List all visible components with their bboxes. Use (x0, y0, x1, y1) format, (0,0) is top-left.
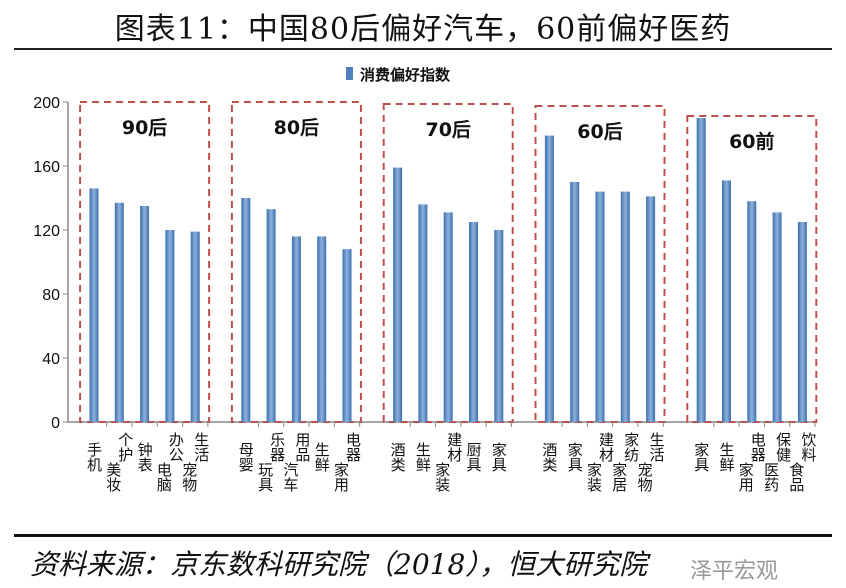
x-tick-label: 钟表 (136, 442, 154, 472)
x-tick-label: 家居 (610, 462, 628, 492)
bar (696, 118, 706, 422)
group-label: 60前 (729, 130, 774, 153)
x-tick-label: 保健 (774, 432, 792, 463)
y-tick-label: 120 (33, 223, 60, 240)
x-tick-label: 生鲜 (313, 442, 331, 472)
x-tick-label: 家用 (332, 462, 350, 493)
bar (570, 182, 580, 422)
x-tick-label: 食品 (787, 462, 805, 492)
x-tick-label: 生活 (192, 432, 210, 462)
bar (418, 204, 428, 422)
x-tick-label: 生活 (648, 432, 666, 462)
x-tick-label: 家具 (490, 442, 508, 472)
bar (241, 198, 251, 422)
source-divider (14, 534, 832, 537)
group-box (79, 101, 211, 423)
x-tick-label: 生鲜 (718, 442, 736, 472)
x-tick-label: 玩具 (256, 462, 274, 492)
x-tick-label: 建材 (445, 432, 463, 462)
bar (494, 230, 504, 422)
x-tick-label: 酒类 (540, 442, 558, 472)
x-tick-label: 乐器 (268, 432, 286, 462)
watermark: 泽平宏观 (690, 559, 779, 584)
group-box (686, 115, 818, 423)
y-tick-label: 80 (42, 287, 60, 304)
x-tick-label: 电器 (344, 432, 362, 462)
bar (620, 191, 630, 422)
x-tick-label: 家具 (566, 442, 584, 472)
bar (140, 206, 150, 422)
x-tick-label: 医药 (762, 462, 780, 493)
x-tick-label: 手机 (85, 442, 103, 473)
x-tick-label: 美妆 (104, 462, 122, 492)
bar (747, 201, 757, 422)
bar (291, 236, 301, 422)
x-tick-label: 宠物 (180, 462, 198, 493)
x-tick-label: 宠物 (636, 462, 654, 493)
bar (443, 212, 453, 422)
group-box (382, 103, 514, 423)
bar (165, 230, 175, 422)
x-tick-label: 家用 (737, 462, 755, 493)
x-tick-label: 酒类 (389, 442, 407, 472)
bar (646, 196, 656, 422)
x-tick-label: 建材 (597, 432, 615, 462)
x-tick-label: 办公 (167, 432, 185, 462)
x-tick-label: 用品 (293, 432, 311, 462)
y-tick-label: 40 (42, 351, 60, 368)
x-tick-label: 家装 (585, 462, 603, 492)
x-tick-label: 个护 (116, 432, 134, 463)
x-tick-label: 电器 (749, 432, 767, 462)
bar (772, 212, 782, 422)
x-tick-label: 生鲜 (414, 442, 432, 472)
group-box (230, 101, 362, 423)
bar (722, 180, 731, 422)
bar (266, 209, 276, 422)
x-tick-label: 饮料 (799, 432, 817, 462)
group-label: 80后 (274, 117, 319, 139)
source-note: 资料来源：京东数科研究院（2018），恒大研究院 (30, 548, 648, 581)
bar (190, 231, 200, 422)
bar (114, 202, 124, 422)
x-tick-label: 家装 (433, 462, 451, 492)
y-tick-label: 200 (33, 95, 60, 112)
figure-title: 图表11：中国80后偏好汽车，60前偏好医药 (114, 12, 732, 47)
bar (342, 249, 352, 422)
bar (393, 167, 403, 422)
legend-label: 消费偏好指数 (360, 66, 451, 84)
bar (797, 222, 807, 422)
bar (595, 191, 605, 422)
bar (317, 236, 327, 422)
y-tick-label: 160 (33, 159, 60, 176)
x-tick-label: 汽车 (281, 462, 299, 492)
group-label: 90后 (122, 117, 167, 139)
x-tick-label: 厨具 (465, 442, 483, 472)
title-divider (14, 48, 832, 50)
bar (469, 222, 478, 422)
bar (544, 135, 554, 422)
x-tick-label: 家纺 (622, 432, 640, 463)
bar (89, 188, 99, 422)
group-label: 70后 (425, 119, 470, 141)
y-tick-label: 0 (51, 415, 60, 432)
group-label: 60后 (577, 121, 622, 143)
legend-swatch (346, 67, 353, 80)
x-tick-label: 家具 (692, 442, 710, 472)
x-tick-label: 电脑 (155, 462, 173, 493)
x-tick-label: 母婴 (237, 442, 255, 472)
